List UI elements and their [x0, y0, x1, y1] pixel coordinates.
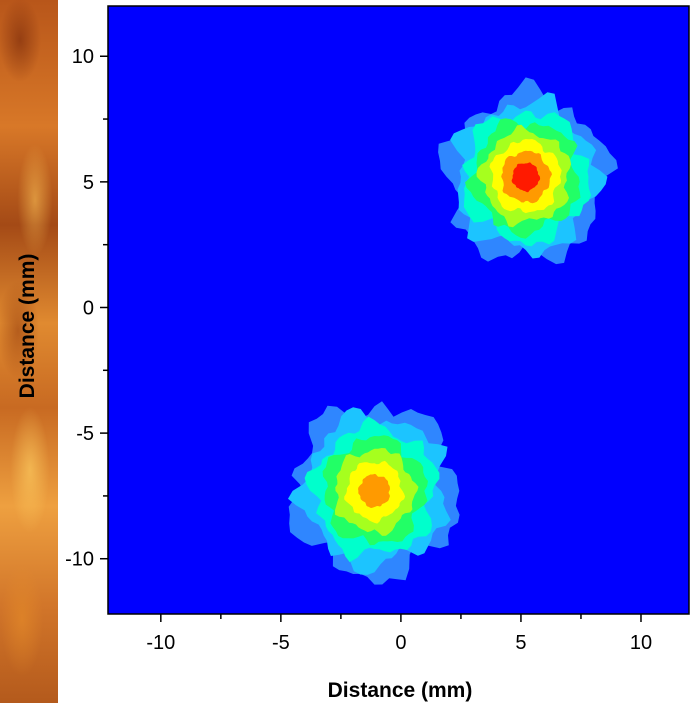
- y-tick-label: 0: [83, 297, 94, 319]
- y-tick-label: -5: [76, 423, 94, 445]
- y-axis-title: Distance (mm): [16, 254, 39, 399]
- plot-area: [108, 6, 689, 614]
- spot-upper-right-level-8: [511, 162, 541, 193]
- spot-lower-left-level-7: [358, 473, 390, 508]
- axes: -10 -5 0 5 10 -10 -5 0 5 10: [65, 5, 690, 654]
- y-tick-label: 5: [83, 172, 94, 194]
- spot-lower-left: [288, 401, 460, 585]
- y-tick-label: -10: [65, 549, 94, 571]
- x-axis-title: Distance (mm): [328, 679, 473, 702]
- y-tick-label: 10: [72, 46, 94, 68]
- x-tick-label: -5: [272, 632, 290, 654]
- x-tick-label: 5: [515, 632, 526, 654]
- background-texture-strip: [0, 0, 58, 703]
- plot-frame: [107, 5, 690, 615]
- x-tick-label: 10: [630, 632, 652, 654]
- x-tick-label: 0: [395, 632, 406, 654]
- x-tick-label: -10: [146, 632, 175, 654]
- spot-upper-right: [438, 77, 618, 265]
